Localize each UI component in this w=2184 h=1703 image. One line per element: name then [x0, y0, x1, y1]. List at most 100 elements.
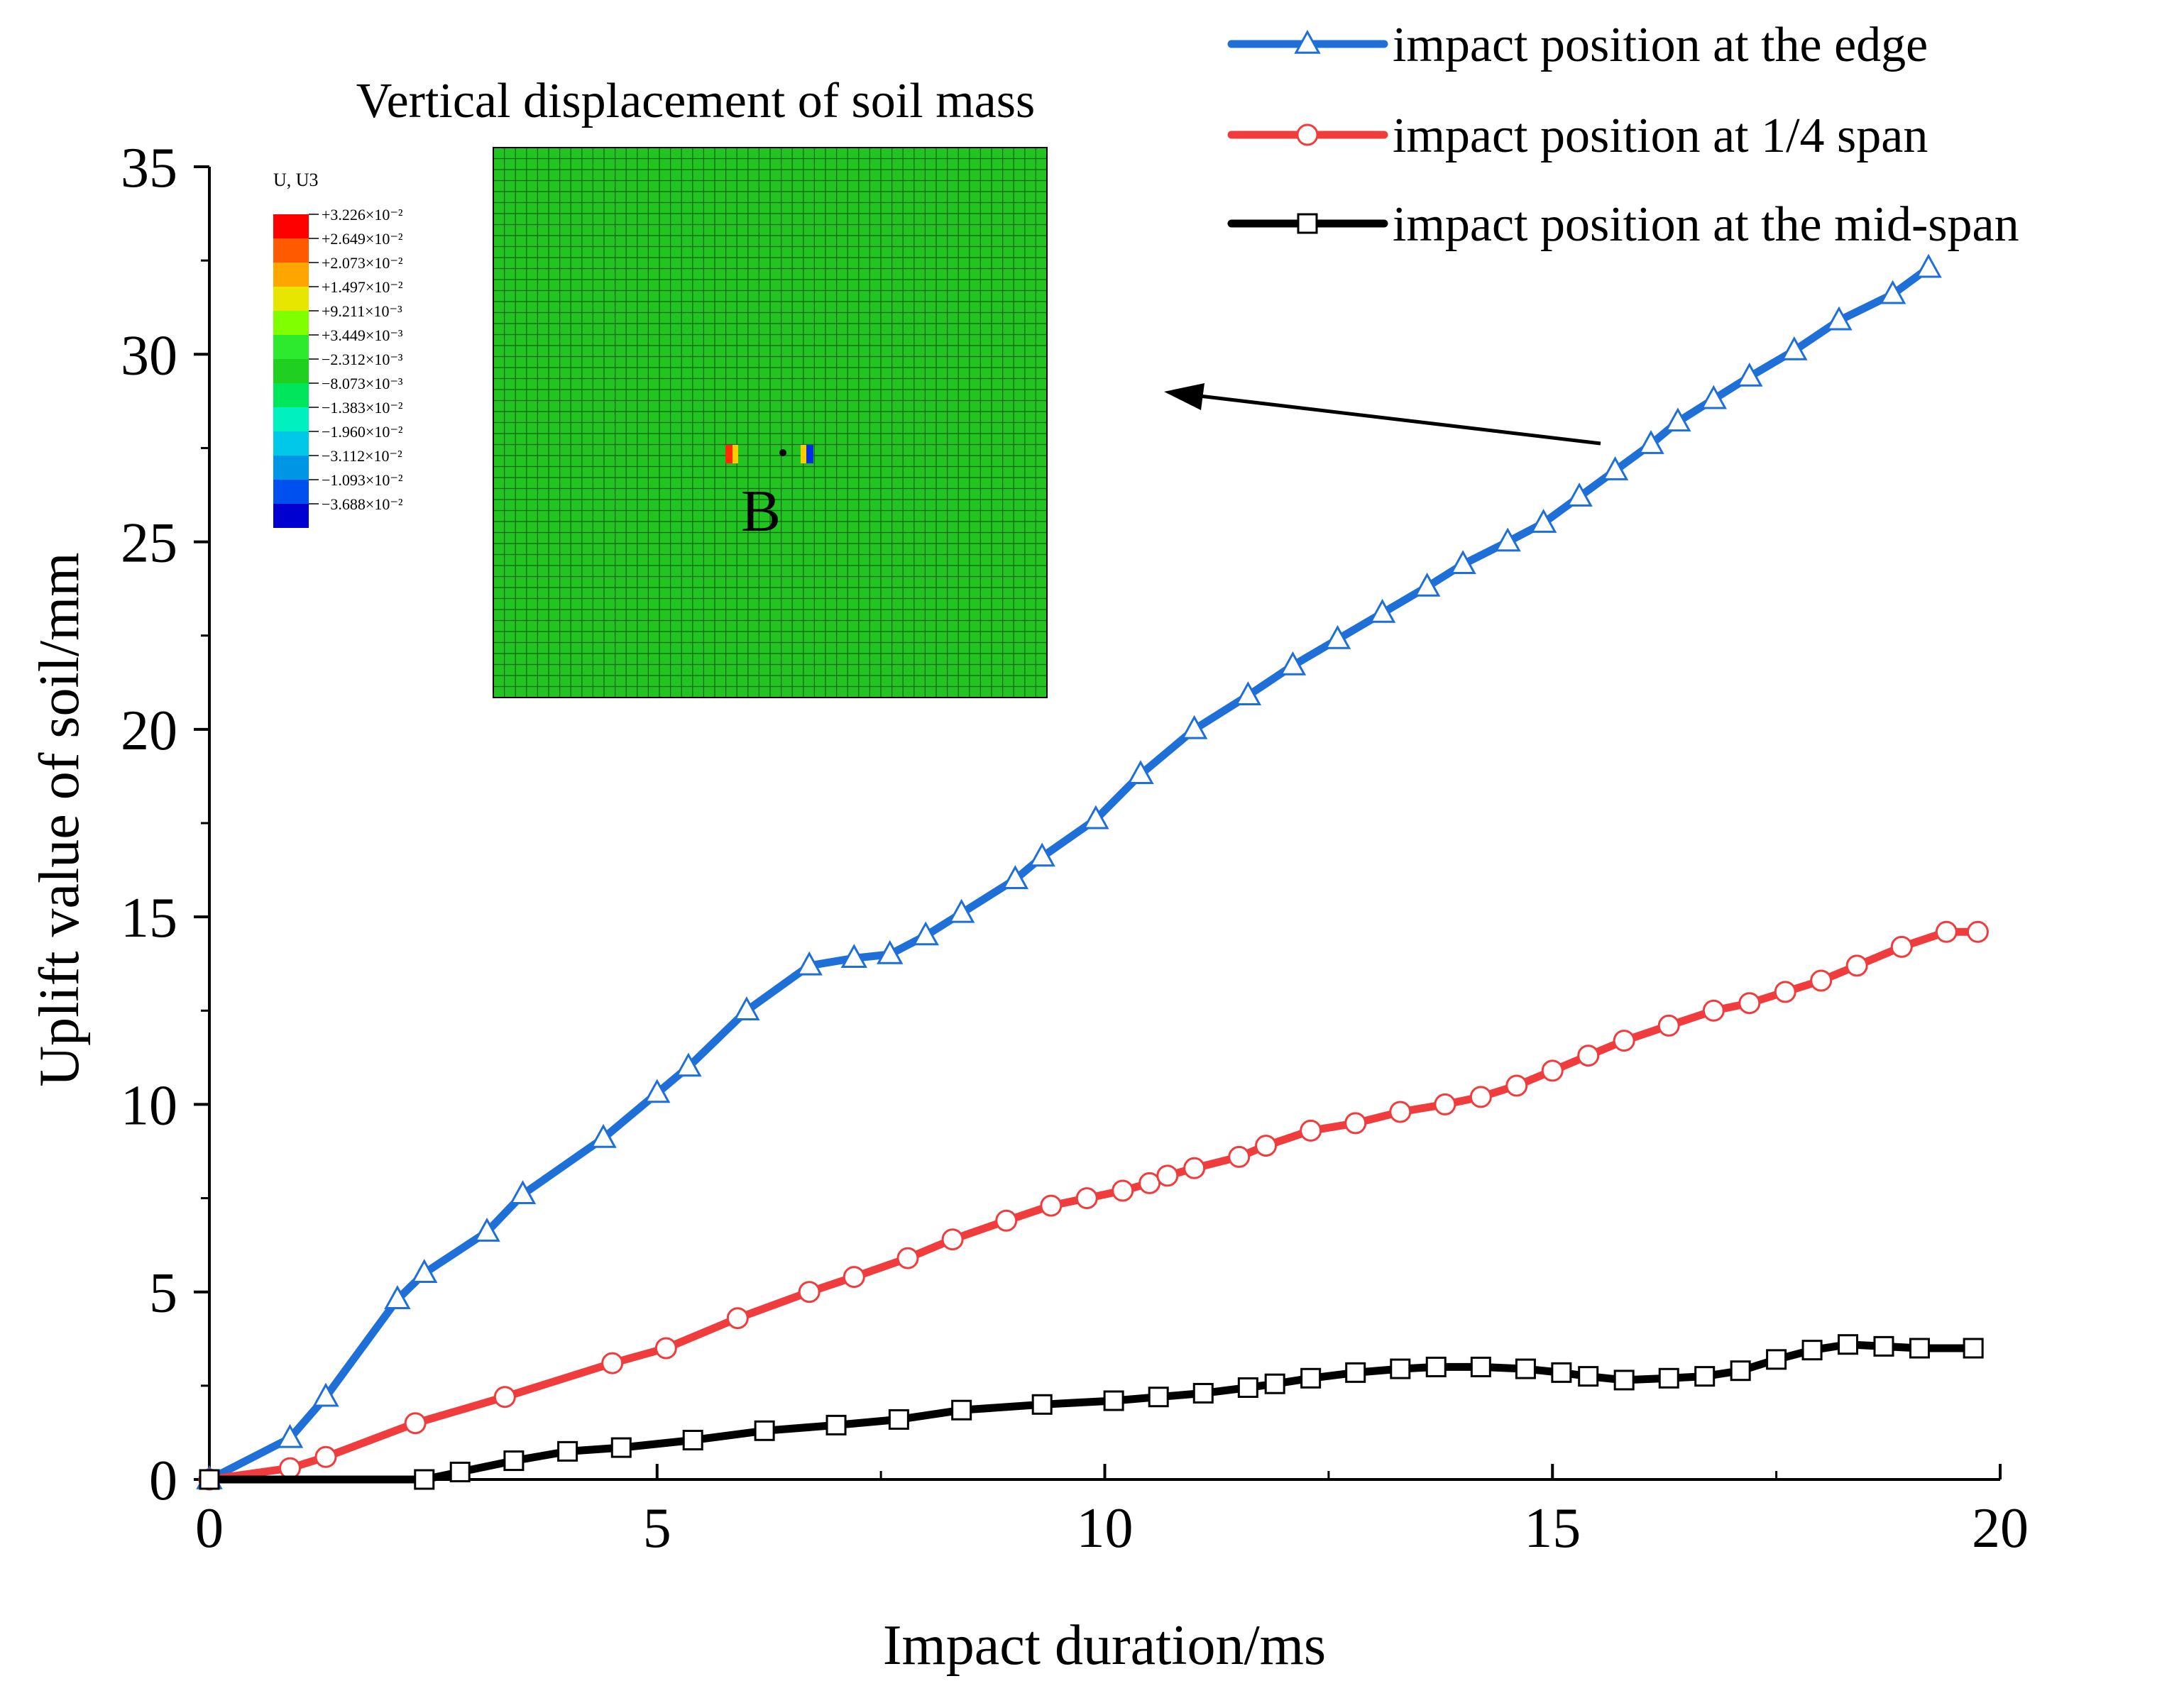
data-point: [312, 1382, 339, 1407]
series-square: [199, 1334, 1984, 1490]
arrow-shaft: [1199, 394, 1601, 446]
data-point: [1469, 1086, 1492, 1108]
hotspot-blue-right: [806, 445, 813, 463]
data-point: [509, 1180, 537, 1205]
data-point: [1156, 1164, 1179, 1187]
colorbar-swatch: [273, 335, 309, 359]
data-point: [1112, 1179, 1134, 1202]
colorbar-swatch: [273, 311, 309, 335]
data-point: [1845, 954, 1868, 977]
data-point: [1425, 1356, 1447, 1377]
y-tick-label: 30: [121, 324, 177, 387]
data-point: [1736, 362, 1763, 387]
data-point: [1434, 1093, 1456, 1115]
colorbar-swatch: [273, 287, 309, 311]
data-point: [888, 1409, 909, 1430]
legend-label: impact position at the edge: [1393, 18, 1928, 72]
data-point: [1766, 1349, 1787, 1370]
data-point: [1664, 407, 1691, 432]
data-point: [1694, 1366, 1716, 1387]
y-tick-label: 10: [121, 1074, 177, 1137]
data-point: [1237, 1377, 1258, 1398]
series-line: [205, 264, 1933, 1484]
data-point: [1470, 1356, 1491, 1377]
y-tick-label: 5: [149, 1262, 177, 1325]
legend-entry: impact position at 1/4 span: [1227, 109, 1928, 163]
colorbar-label: +9.211×10⁻³: [322, 302, 402, 320]
data-point: [1255, 1135, 1278, 1157]
data-point: [1389, 1101, 1412, 1123]
data-point: [1344, 1112, 1367, 1135]
colorbar-label: −3.688×10⁻²: [322, 495, 403, 513]
data-point: [493, 1386, 516, 1409]
data-point: [1040, 1194, 1063, 1217]
data-point: [951, 1399, 972, 1421]
data-point: [1530, 509, 1557, 533]
colorbar-title: U, U3: [273, 170, 319, 190]
data-point: [1963, 1338, 1984, 1359]
data-point: [1613, 1030, 1635, 1052]
legend-entry: impact position at the mid-span: [1227, 197, 2019, 252]
colorbar-label: −1.093×10⁻²: [322, 471, 403, 489]
data-point: [1180, 715, 1208, 739]
data-point: [644, 1079, 671, 1103]
colorbar: +3.226×10⁻² +2.649×10⁻² +2.073×10⁻² +1.497×…: [273, 206, 403, 528]
data-point: [1657, 1014, 1680, 1037]
data-point: [1826, 306, 1853, 331]
data-point: [1515, 1358, 1536, 1379]
colorbar-label: −1.960×10⁻²: [322, 423, 403, 441]
colorbar-label: +1.497×10⁻²: [322, 278, 403, 296]
colorbar-label: −8.073×10⁻³: [322, 375, 403, 392]
data-point: [610, 1437, 632, 1458]
data-point: [1390, 1358, 1411, 1379]
data-point: [1915, 253, 1942, 278]
legend: impact position at the edge impact positi…: [1227, 18, 2019, 252]
y-ticks: 0 5 10 15 20 25 30 35: [121, 137, 209, 1512]
data-point: [877, 939, 904, 964]
data-point: [1578, 1366, 1599, 1387]
colorbar-swatch: [273, 238, 309, 263]
data-point: [1702, 999, 1725, 1022]
y-tick-label: 0: [149, 1450, 177, 1512]
data-point: [449, 1461, 471, 1482]
data-point: [726, 1307, 749, 1330]
data-point: [590, 1123, 617, 1148]
x-tick-label: 20: [1972, 1497, 2029, 1560]
data-point: [314, 1445, 337, 1468]
data-point: [1264, 1373, 1285, 1394]
data-point: [1413, 572, 1441, 597]
data-point: [1781, 336, 1808, 360]
inset-title: Vertical displacement of soil mass: [356, 74, 1035, 128]
data-point: [1127, 760, 1154, 785]
data-point: [384, 1285, 411, 1310]
data-point: [557, 1440, 578, 1462]
data-point: [1966, 920, 1989, 943]
data-point: [473, 1218, 500, 1242]
data-point: [1228, 1145, 1251, 1168]
data-point: [1838, 1334, 1859, 1355]
series-line: [205, 1340, 1977, 1484]
colorbar-label: −2.312×10⁻³: [322, 351, 403, 368]
data-point: [995, 1209, 1018, 1232]
hotspot-red-left: [725, 445, 732, 463]
hotspot-center-dot: [779, 449, 786, 456]
colorbar-label: −3.112×10⁻²: [322, 447, 402, 465]
data-point: [1279, 651, 1307, 676]
colorbar-label: +2.649×10⁻²: [322, 230, 403, 248]
data-point: [1909, 1338, 1930, 1359]
legend-entry: impact position at the edge: [1227, 18, 1928, 72]
data-point: [1637, 430, 1664, 454]
data-point: [404, 1412, 427, 1435]
data-point: [948, 898, 975, 923]
data-point: [1103, 1390, 1124, 1411]
data-point: [1345, 1362, 1366, 1383]
data-point: [1873, 1335, 1894, 1357]
data-point: [1449, 550, 1476, 575]
series-triangle: [196, 253, 1942, 1489]
data-point: [276, 1423, 304, 1448]
data-point: [1148, 1387, 1169, 1408]
data-point: [825, 1414, 847, 1435]
data-point: [1577, 1045, 1600, 1067]
x-ticks: 0 5 10 15 20: [195, 1464, 2029, 1560]
data-point: [1935, 920, 1958, 943]
